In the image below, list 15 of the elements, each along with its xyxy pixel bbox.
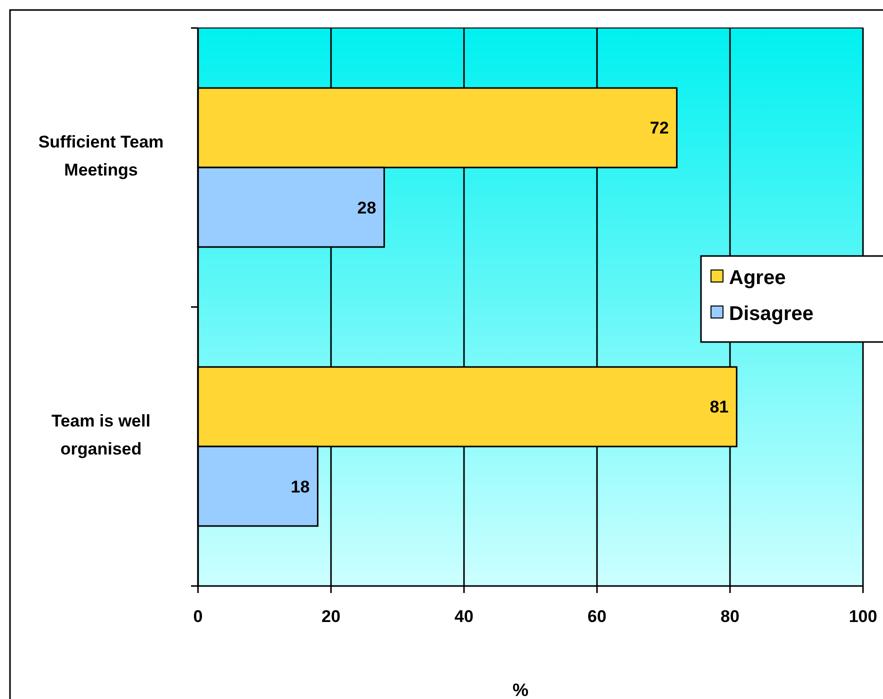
x-axis-title: % xyxy=(512,680,529,699)
data-label: 81 xyxy=(710,398,729,417)
data-label: 28 xyxy=(357,198,376,218)
x-tick-label: 60 xyxy=(588,607,606,626)
x-tick-label: 20 xyxy=(322,607,340,626)
data-label: 18 xyxy=(290,477,310,496)
legend-label: Agree xyxy=(729,267,786,289)
data-label: 72 xyxy=(650,118,669,138)
y-tick-label: Sufficient Team Meetings xyxy=(38,132,164,180)
x-tick-label: 80 xyxy=(720,607,740,626)
x-tick-label: 100 xyxy=(848,607,878,626)
y-tick-label: Team is well organised xyxy=(52,412,150,458)
legend-label: Disagree xyxy=(729,303,814,325)
x-tick-label: 0 xyxy=(193,607,203,626)
x-tick-label: 40 xyxy=(454,607,474,626)
